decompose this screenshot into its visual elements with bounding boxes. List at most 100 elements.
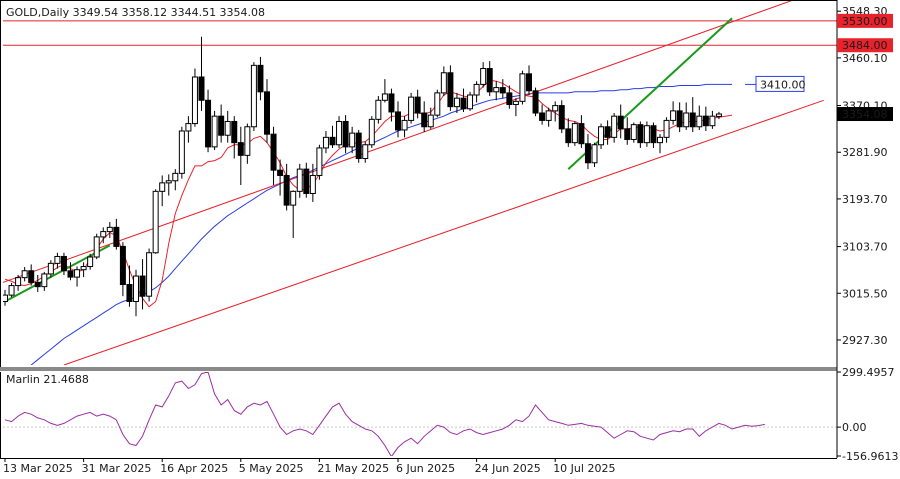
candle: [480, 62, 487, 88]
price-tag: 3530.00: [837, 13, 893, 28]
time-tick-label: 13 Mar 2025: [3, 462, 73, 475]
candle: [106, 222, 113, 238]
candle: [257, 56, 264, 101]
candle-body: [28, 270, 35, 283]
candle: [8, 282, 15, 298]
price-tick-label: 3103.70: [842, 241, 888, 254]
candle-body: [231, 120, 238, 144]
candle: [558, 100, 565, 134]
candle-body: [296, 168, 303, 192]
candle-body: [663, 119, 670, 138]
candle-body: [401, 119, 408, 131]
candle: [93, 233, 100, 260]
candle-body: [473, 83, 480, 96]
candle-body: [303, 168, 310, 194]
candle: [453, 92, 460, 113]
candle: [624, 117, 631, 145]
candle: [342, 115, 349, 154]
candle: [172, 169, 179, 191]
candle: [539, 104, 546, 125]
candle-body: [526, 73, 532, 92]
candle-body: [388, 93, 395, 113]
candle: [146, 248, 153, 302]
candle: [303, 162, 310, 198]
candle: [598, 123, 605, 149]
candle-body: [670, 110, 677, 121]
price-tag-text: 3530.00: [842, 15, 888, 28]
candle-body: [3, 294, 8, 302]
candle-body: [539, 112, 546, 121]
candle-body: [558, 105, 565, 130]
candle: [604, 120, 611, 145]
candle: [689, 97, 696, 133]
candle-body: [650, 125, 657, 144]
candle: [126, 265, 133, 307]
candle: [290, 190, 297, 238]
candle-body: [414, 96, 421, 114]
candle: [21, 267, 28, 282]
candle: [676, 102, 683, 133]
trend-line-2: [4, 244, 111, 303]
candle: [663, 117, 670, 143]
candle-body: [434, 92, 441, 116]
candle: [696, 105, 703, 130]
candle: [244, 123, 251, 164]
candle-body: [264, 91, 270, 135]
candle-body: [689, 112, 696, 128]
candle: [152, 189, 159, 254]
candle-body: [178, 130, 185, 174]
candle-body: [421, 112, 428, 128]
candle: [545, 107, 552, 127]
price-tick-label: 2927.30: [842, 334, 888, 347]
candle: [178, 126, 185, 179]
candle-body: [126, 284, 133, 302]
candle: [41, 271, 48, 291]
candle: [709, 110, 716, 129]
indicator-tick-label: 299.4957: [842, 366, 895, 379]
candle: [113, 218, 120, 250]
price-frame: [0, 0, 838, 368]
trend-line-0: [3, 0, 795, 283]
candle-body: [93, 236, 100, 258]
ma-fast-line: [4, 79, 733, 308]
candle: [434, 89, 441, 118]
candle: [355, 129, 362, 163]
candle: [296, 163, 303, 198]
candle: [231, 116, 238, 159]
candle-body: [47, 262, 54, 275]
candle-body: [512, 100, 519, 106]
price-tag-text: 3354.08: [842, 108, 888, 121]
indicator-tick-label: -156.9613: [842, 450, 898, 463]
candle: [3, 289, 8, 306]
candle-body: [283, 174, 290, 206]
time-tick-label: 10 Jul 2025: [553, 462, 615, 475]
candle-body: [565, 128, 572, 144]
candle: [584, 134, 591, 170]
candle: [87, 253, 94, 270]
price-tick-label: 3015.50: [842, 287, 888, 300]
candle: [277, 159, 284, 196]
indicator-line: [4, 372, 765, 456]
candle: [329, 125, 336, 148]
candle-body: [205, 99, 212, 148]
candle: [218, 104, 225, 143]
candle-body: [191, 76, 198, 125]
candle: [185, 116, 192, 143]
candle-body: [342, 120, 349, 148]
candle-body: [329, 136, 336, 146]
candle-body: [80, 266, 87, 271]
candle-body: [499, 87, 506, 94]
candle: [224, 110, 231, 143]
candle: [440, 66, 447, 97]
candle-body: [113, 226, 120, 247]
candle-body: [453, 97, 460, 108]
annotation-3410: 3410.00: [755, 75, 806, 92]
candle-body: [611, 115, 618, 138]
trend-line-1: [63, 99, 824, 365]
candle: [191, 68, 198, 127]
candle: [74, 266, 81, 287]
candle-body: [309, 174, 316, 194]
candle: [565, 118, 572, 147]
annotation-text: 3410.00: [760, 78, 806, 91]
candle-body: [584, 143, 591, 164]
